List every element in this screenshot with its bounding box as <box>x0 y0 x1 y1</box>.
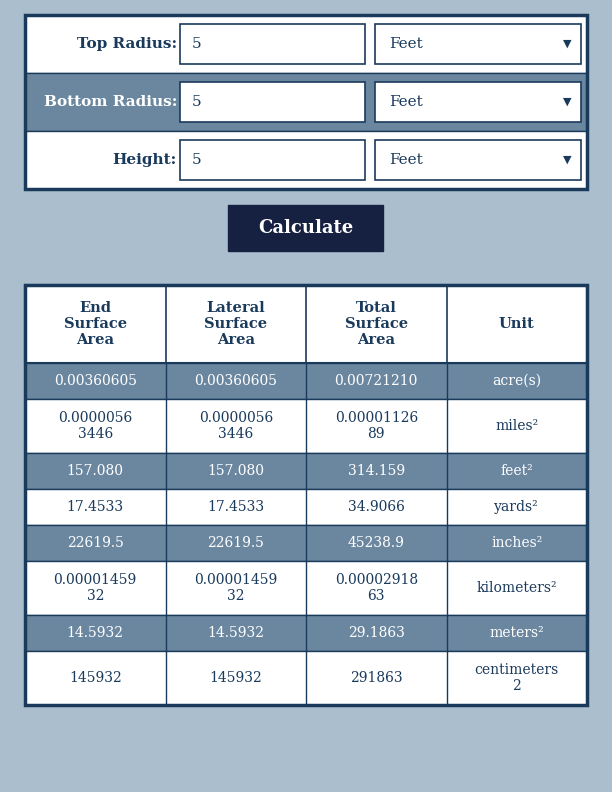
Text: 0.00001126
89: 0.00001126 89 <box>335 411 418 441</box>
Text: kilometers²: kilometers² <box>476 581 557 595</box>
Bar <box>375 82 581 122</box>
Bar <box>180 24 365 64</box>
Text: 314.159: 314.159 <box>348 464 405 478</box>
Text: 45238.9: 45238.9 <box>348 536 405 550</box>
Text: 0.00360605: 0.00360605 <box>54 374 136 388</box>
Text: Height:: Height: <box>113 153 177 167</box>
Bar <box>228 205 383 251</box>
Text: 0.00360605: 0.00360605 <box>194 374 277 388</box>
Text: End
Surface
Area: End Surface Area <box>64 301 127 347</box>
Bar <box>25 453 587 489</box>
Text: 34.9066: 34.9066 <box>348 500 405 514</box>
Bar <box>180 82 365 122</box>
Text: 14.5932: 14.5932 <box>67 626 124 640</box>
Text: yards²: yards² <box>494 500 539 514</box>
Bar <box>25 561 587 615</box>
Text: 157.080: 157.080 <box>67 464 124 478</box>
Bar <box>25 15 587 73</box>
Text: centimeters
2: centimeters 2 <box>475 663 559 693</box>
Bar <box>25 73 587 131</box>
Bar <box>25 615 587 651</box>
Text: 17.4533: 17.4533 <box>207 500 264 514</box>
Text: inches²: inches² <box>491 536 542 550</box>
Bar <box>25 363 587 399</box>
Text: ▼: ▼ <box>563 39 571 49</box>
Bar <box>375 24 581 64</box>
Bar <box>25 15 587 189</box>
Text: acre(s): acre(s) <box>492 374 541 388</box>
Text: Total
Surface
Area: Total Surface Area <box>345 301 408 347</box>
Bar <box>25 399 587 453</box>
Text: 145932: 145932 <box>69 671 122 685</box>
Text: Feet: Feet <box>389 37 423 51</box>
Text: 0.00001459
32: 0.00001459 32 <box>194 573 277 603</box>
Text: 22619.5: 22619.5 <box>207 536 264 550</box>
Text: Feet: Feet <box>389 95 423 109</box>
Text: ▼: ▼ <box>563 97 571 107</box>
Bar <box>25 285 587 705</box>
Bar <box>25 489 587 525</box>
Text: 22619.5: 22619.5 <box>67 536 124 550</box>
Text: 17.4533: 17.4533 <box>67 500 124 514</box>
Text: 5: 5 <box>192 95 201 109</box>
Text: Unit: Unit <box>499 317 535 331</box>
Bar <box>25 285 587 363</box>
Text: Bottom Radius:: Bottom Radius: <box>43 95 177 109</box>
Text: 29.1863: 29.1863 <box>348 626 405 640</box>
Text: Calculate: Calculate <box>258 219 353 237</box>
Bar <box>25 651 587 705</box>
Text: 14.5932: 14.5932 <box>207 626 264 640</box>
Text: Feet: Feet <box>389 153 423 167</box>
Text: Lateral
Surface
Area: Lateral Surface Area <box>204 301 267 347</box>
Text: 0.00001459
32: 0.00001459 32 <box>54 573 137 603</box>
Bar <box>25 525 587 561</box>
Text: miles²: miles² <box>495 419 539 433</box>
Bar <box>25 131 587 189</box>
Text: 291863: 291863 <box>350 671 403 685</box>
Text: 0.00002918
63: 0.00002918 63 <box>335 573 418 603</box>
Text: feet²: feet² <box>501 464 533 478</box>
Text: Top Radius:: Top Radius: <box>77 37 177 51</box>
Text: 0.0000056
3446: 0.0000056 3446 <box>58 411 132 441</box>
Text: meters²: meters² <box>490 626 544 640</box>
Text: 157.080: 157.080 <box>207 464 264 478</box>
Text: 5: 5 <box>192 37 201 51</box>
Bar <box>180 140 365 180</box>
Text: 0.0000056
3446: 0.0000056 3446 <box>199 411 273 441</box>
Text: 0.00721210: 0.00721210 <box>335 374 418 388</box>
Bar <box>25 15 587 189</box>
Text: ▼: ▼ <box>563 155 571 165</box>
Text: 145932: 145932 <box>209 671 262 685</box>
Bar <box>375 140 581 180</box>
Text: 5: 5 <box>192 153 201 167</box>
